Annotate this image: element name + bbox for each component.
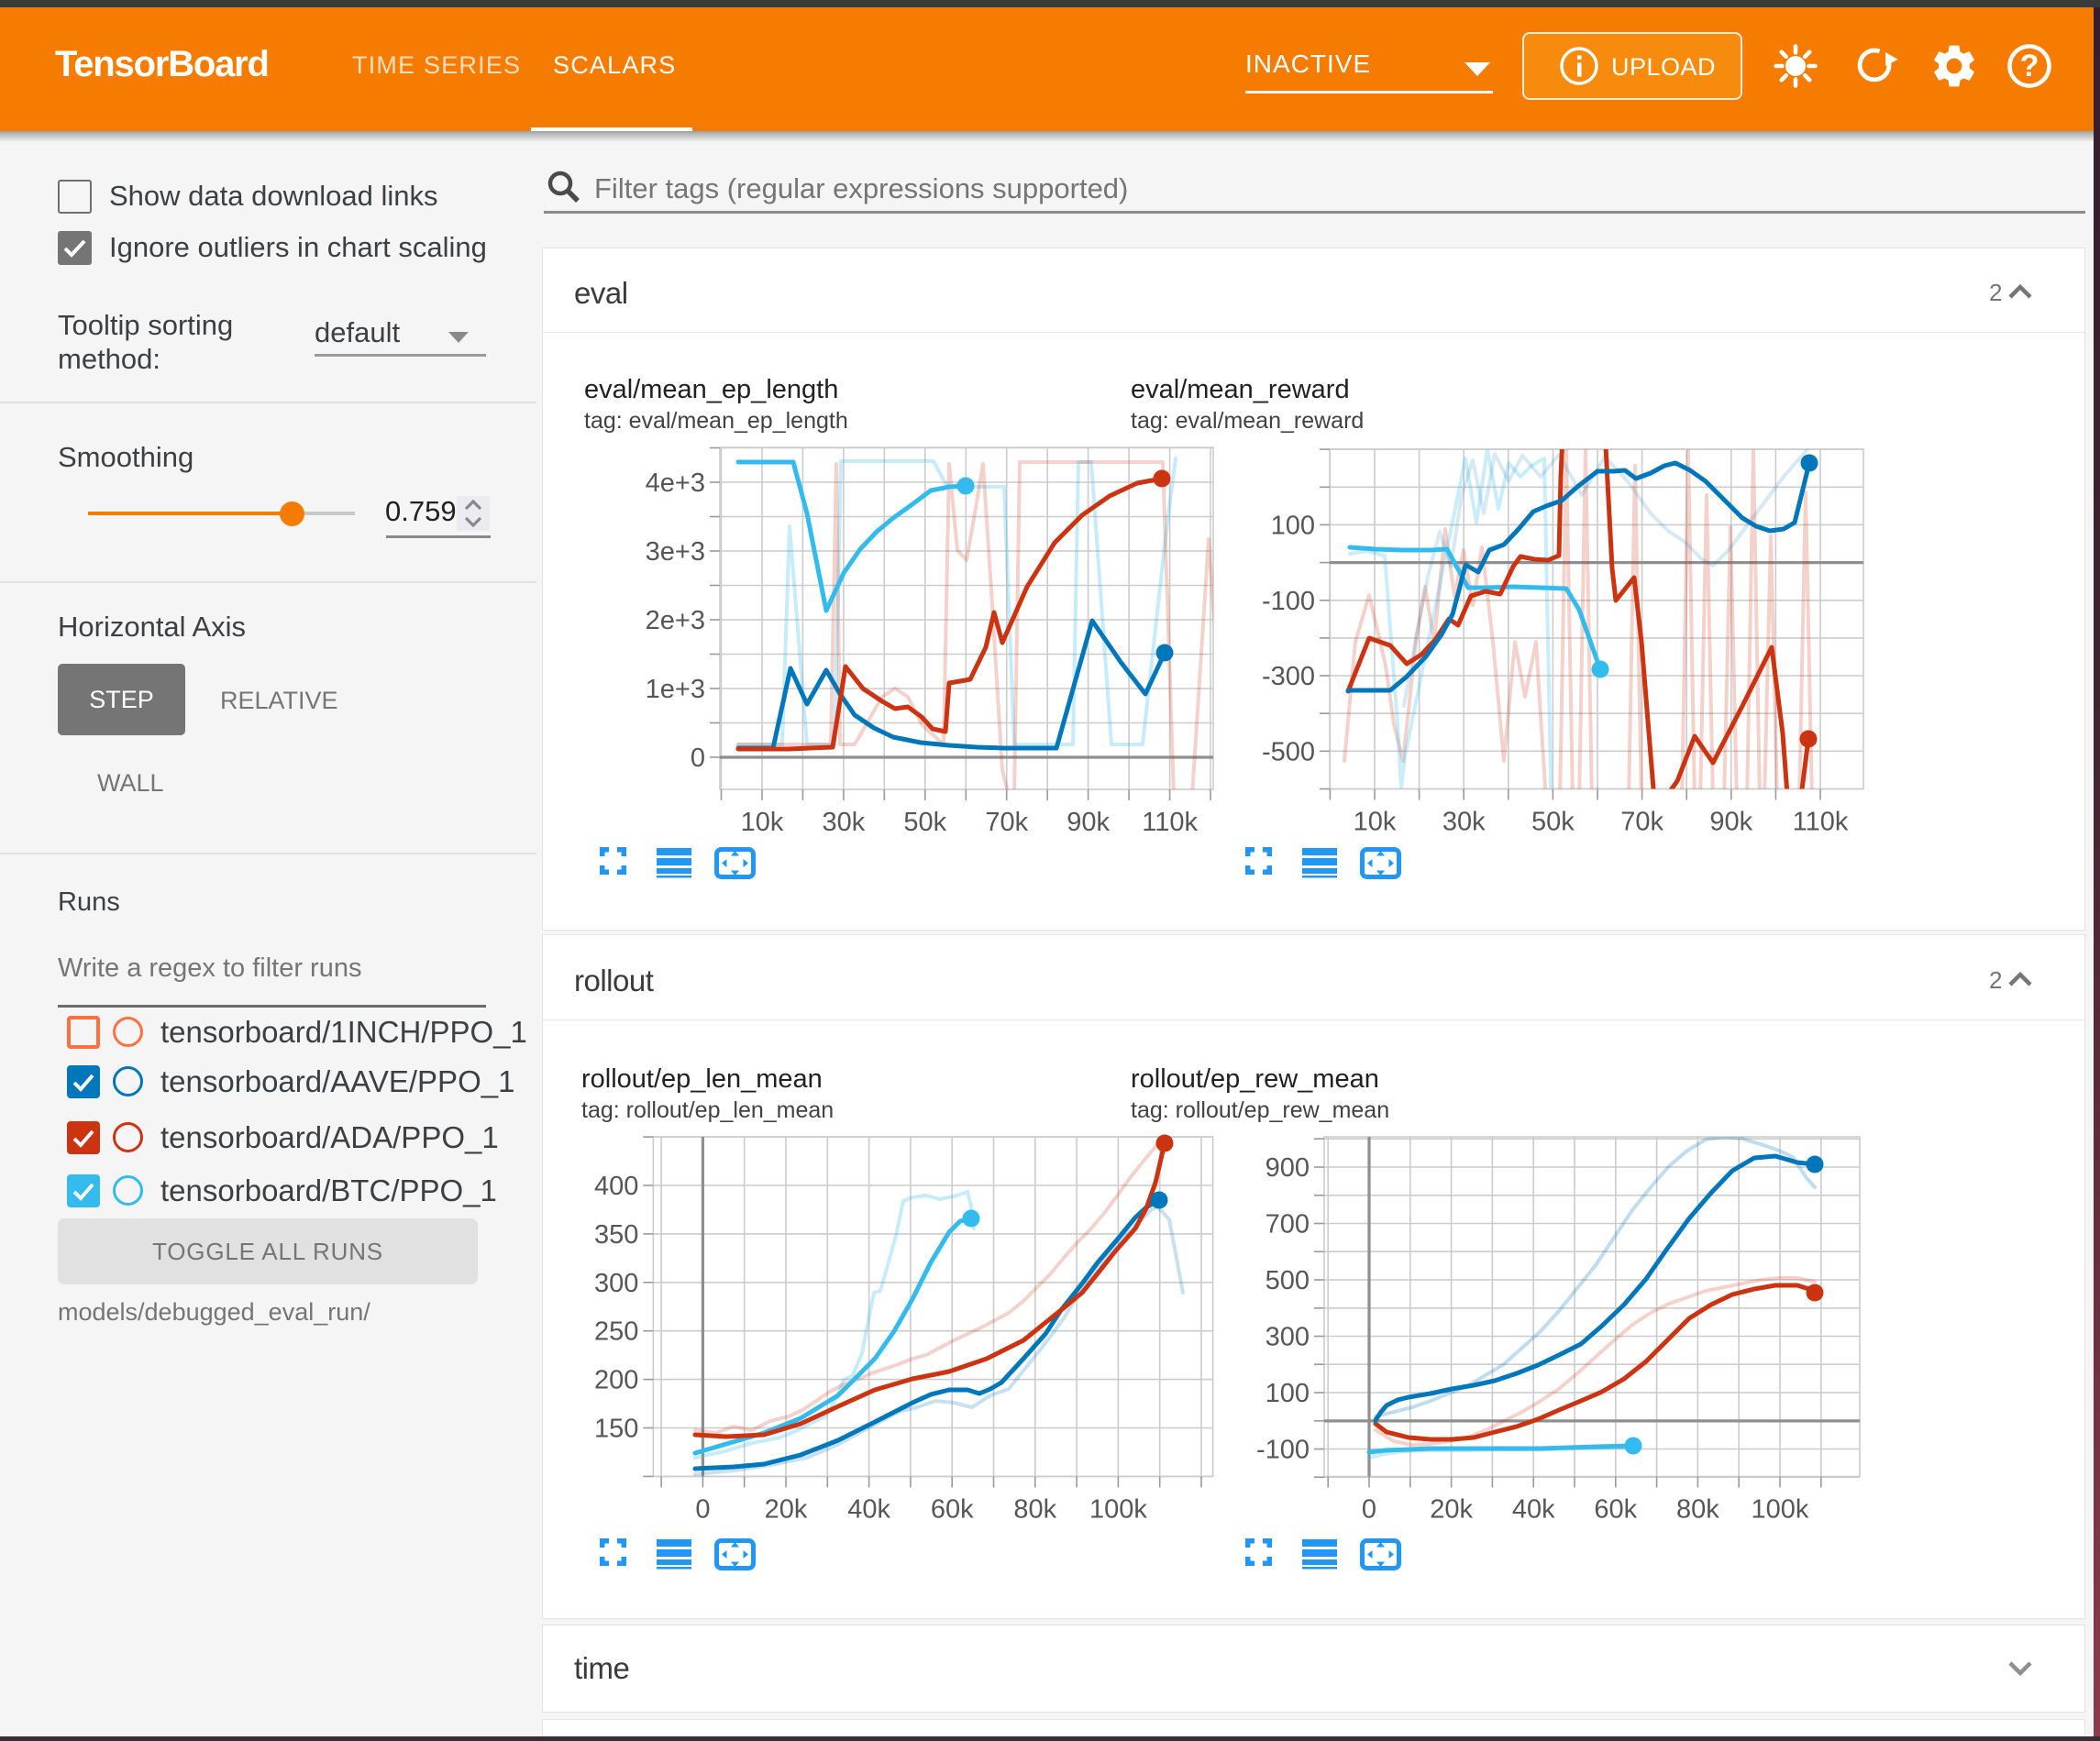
svg-text:?: ? [2020,49,2039,83]
svg-text:300: 300 [594,1269,638,1298]
svg-text:tag: eval/mean_reward: tag: eval/mean_reward [1131,408,1364,434]
svg-text:40k: 40k [1512,1495,1555,1525]
svg-text:eval/mean_reward: eval/mean_reward [1131,375,1350,404]
svg-text:300: 300 [1266,1323,1310,1352]
svg-text:700: 700 [1266,1210,1310,1240]
svg-text:200: 200 [594,1366,638,1395]
svg-text:90k: 90k [1709,808,1752,837]
svg-text:rollout/ep_len_mean: rollout/ep_len_mean [581,1064,823,1094]
svg-text:0: 0 [1362,1495,1376,1525]
svg-text:30k: 30k [1442,808,1486,837]
svg-text:100k: 100k [1089,1494,1147,1524]
svg-text:rollout/ep_rew_mean: rollout/ep_rew_mean [1131,1064,1379,1094]
svg-text:150: 150 [594,1415,638,1444]
svg-text:-100: -100 [1256,1436,1310,1465]
svg-text:0: 0 [695,1494,710,1524]
svg-text:20k: 20k [1430,1495,1473,1525]
svg-text:70k: 70k [985,808,1028,837]
svg-text:60k: 60k [1594,1495,1637,1525]
svg-text:80k: 80k [1676,1495,1719,1525]
svg-text:1e+3: 1e+3 [646,675,705,704]
svg-text:10k: 10k [1354,808,1397,837]
svg-text:-500: -500 [1262,737,1315,766]
svg-text:3e+3: 3e+3 [646,537,705,567]
svg-text:tag: rollout/ep_len_mean: tag: rollout/ep_len_mean [581,1097,834,1123]
svg-text:350: 350 [594,1220,638,1250]
svg-text:4e+3: 4e+3 [646,468,705,498]
svg-text:110k: 110k [1793,808,1849,837]
svg-text:eval/mean_ep_length: eval/mean_ep_length [584,375,838,404]
svg-text:90k: 90k [1067,808,1110,837]
svg-text:40k: 40k [847,1494,890,1524]
svg-text:2e+3: 2e+3 [646,606,705,635]
svg-text:50k: 50k [1531,808,1575,837]
svg-text:tag: eval/mean_ep_length: tag: eval/mean_ep_length [584,408,848,434]
svg-text:20k: 20k [765,1494,808,1524]
svg-text:400: 400 [594,1172,638,1201]
svg-text:30k: 30k [823,808,866,837]
svg-text:100k: 100k [1752,1495,1809,1525]
svg-text:900: 900 [1266,1153,1310,1183]
svg-text:110k: 110k [1142,808,1198,837]
svg-text:250: 250 [594,1317,638,1347]
svg-text:tag: rollout/ep_rew_mean: tag: rollout/ep_rew_mean [1131,1097,1389,1123]
svg-text:100: 100 [1271,512,1315,541]
svg-text:-300: -300 [1262,662,1315,691]
svg-text:60k: 60k [931,1494,974,1524]
svg-text:10k: 10k [741,808,784,837]
svg-text:80k: 80k [1013,1494,1056,1524]
svg-text:-100: -100 [1262,587,1315,616]
svg-text:500: 500 [1266,1266,1310,1295]
svg-text:0: 0 [691,744,705,773]
svg-text:50k: 50k [903,808,946,837]
svg-text:70k: 70k [1620,808,1663,837]
svg-text:100: 100 [1266,1379,1310,1408]
